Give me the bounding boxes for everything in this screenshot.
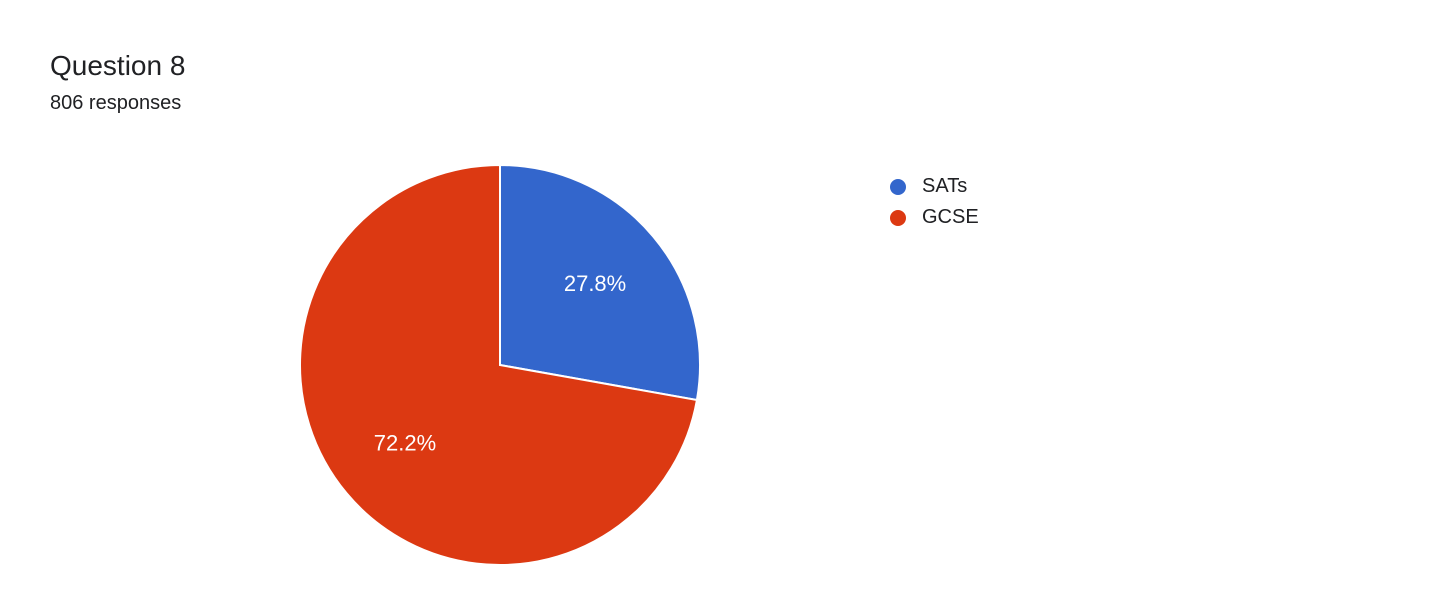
legend-label: GCSE xyxy=(922,206,979,229)
legend-swatch xyxy=(890,179,906,195)
pie-chart: 27.8% 72.2% xyxy=(300,165,700,570)
pie-chart-svg: 27.8% 72.2% xyxy=(300,165,700,565)
legend-item: GCSE xyxy=(890,206,979,229)
chart-header: Question 8 806 responses xyxy=(50,50,185,115)
legend-swatch xyxy=(890,210,906,226)
chart-container: Question 8 806 responses 27.8% 72.2% SATs… xyxy=(0,0,1456,613)
legend-item: SATs xyxy=(890,175,979,198)
legend-label: SATs xyxy=(922,175,967,198)
pie-slice-label-gcse: 72.2% xyxy=(374,430,436,455)
chart-title: Question 8 xyxy=(50,50,185,82)
responses-count: 806 responses xyxy=(50,92,185,115)
pie-slice-label-sats: 27.8% xyxy=(564,271,626,296)
chart-legend: SATs GCSE xyxy=(890,175,979,237)
